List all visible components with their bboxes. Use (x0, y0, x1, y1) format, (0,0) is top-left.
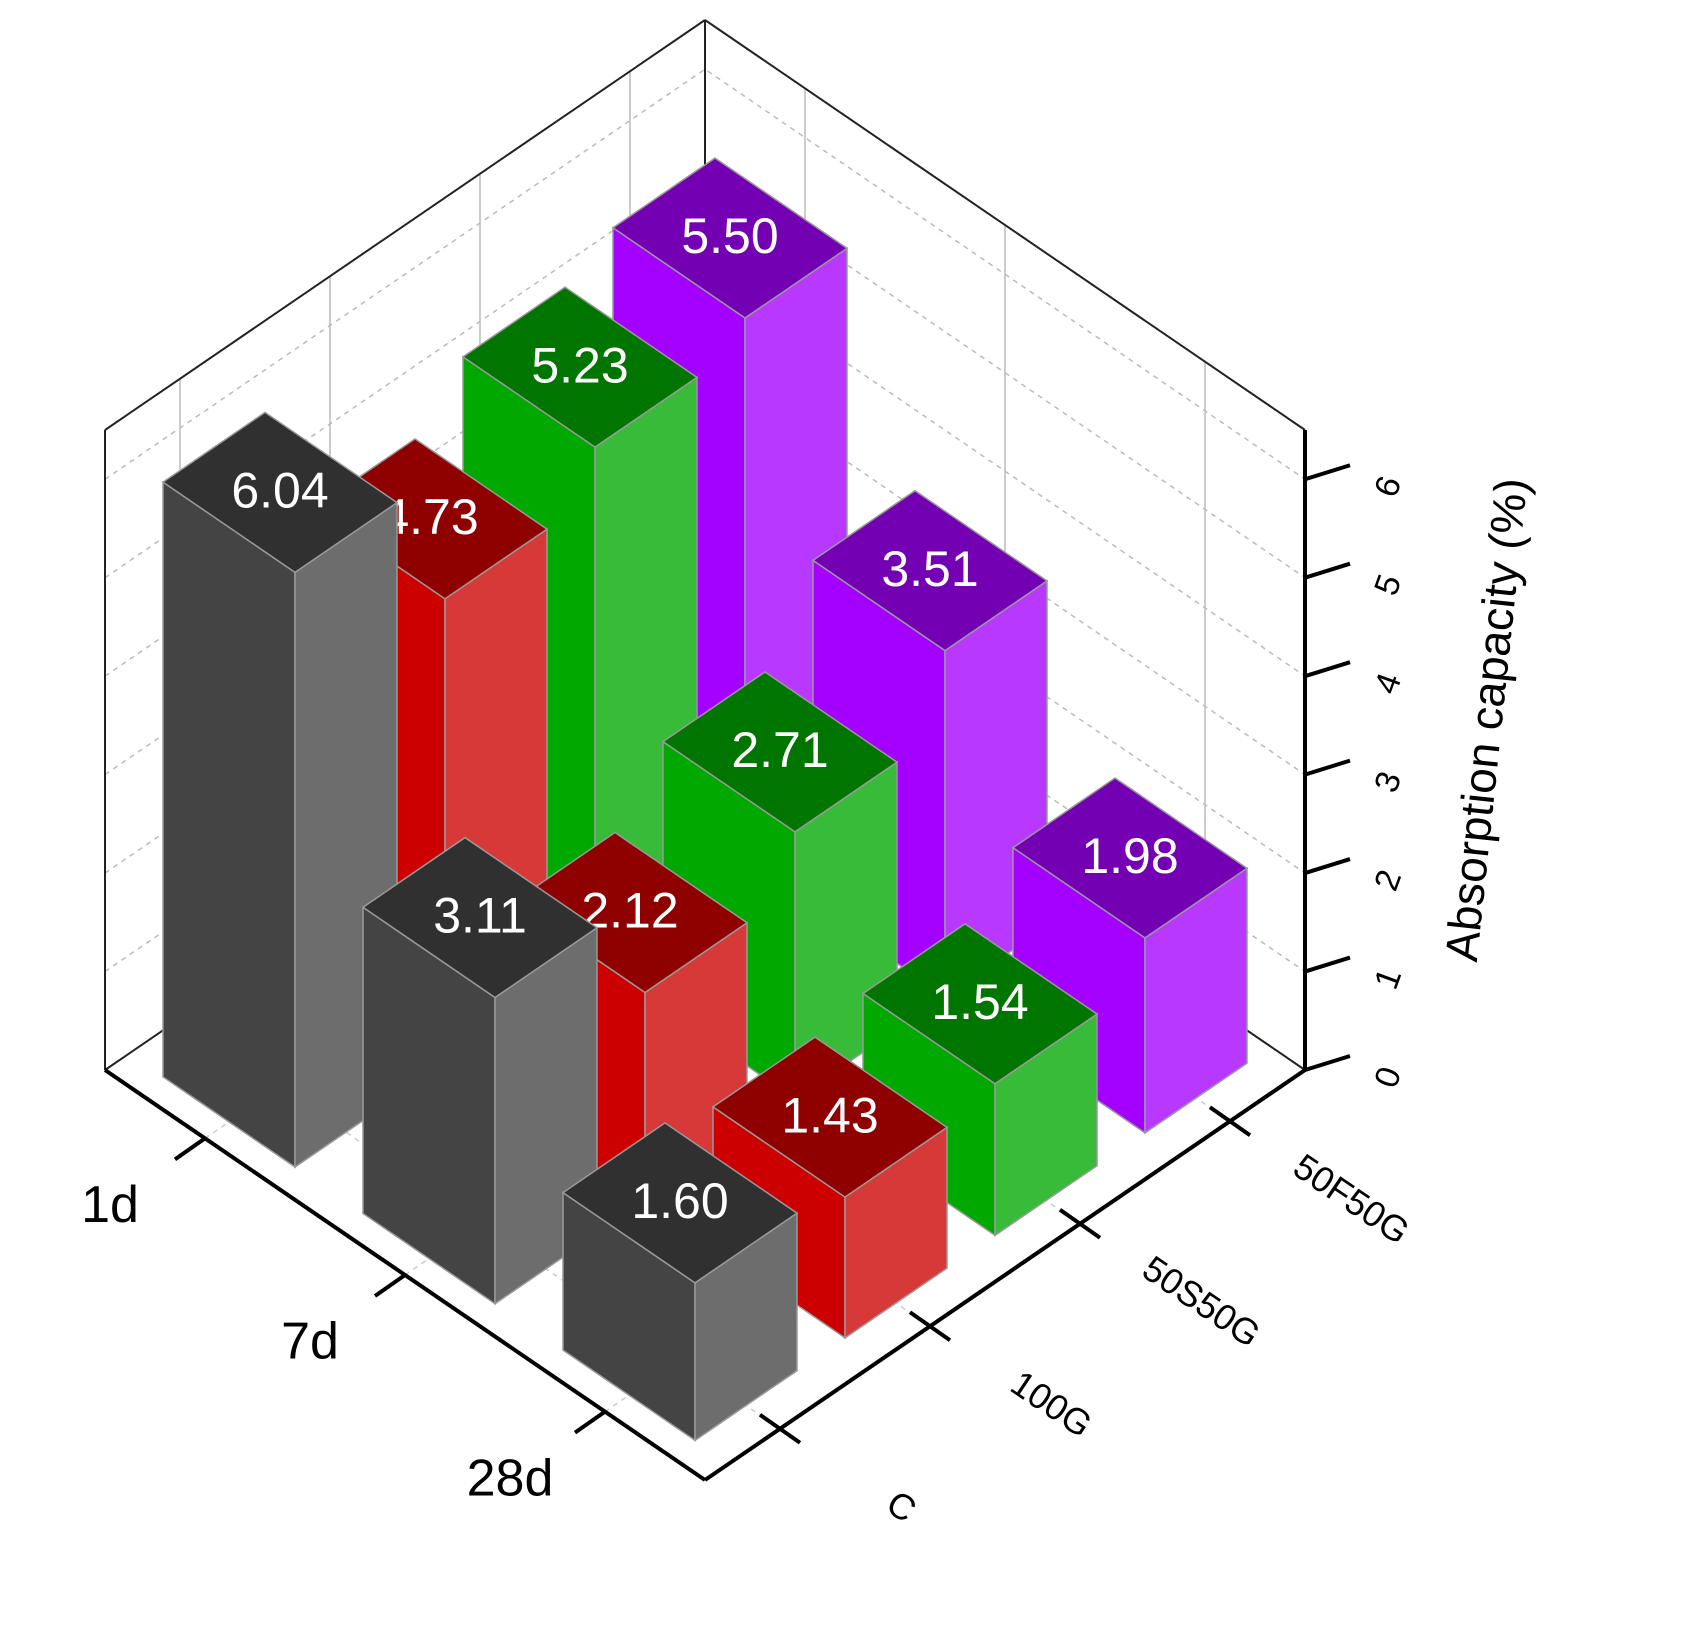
value-label: 5.50 (681, 208, 778, 264)
bar-top (161, 411, 399, 574)
bar-top (561, 1122, 799, 1284)
bar-top (661, 671, 899, 833)
value-label: 1.54 (931, 974, 1028, 1030)
bar-top (461, 286, 699, 448)
z-tick-label: 4 (1367, 668, 1409, 699)
z-tick-label: 6 (1367, 471, 1409, 502)
y-tick (908, 1310, 952, 1342)
y-tick-label: 100G (1004, 1362, 1100, 1445)
z-tick-label: 3 (1367, 767, 1409, 798)
z-tick (1304, 660, 1351, 679)
value-label: 1.60 (631, 1173, 728, 1229)
x-tick-label: 7d (281, 1313, 339, 1371)
value-label: 1.43 (781, 1087, 878, 1143)
value-label: 5.23 (531, 337, 628, 393)
y-tick (1208, 1105, 1252, 1137)
bar-top (861, 922, 1099, 1085)
bar-top (361, 836, 599, 999)
value-label: 1.98 (1081, 828, 1178, 884)
z-tick-label: 2 (1367, 865, 1409, 896)
grid-line (104, 68, 1306, 480)
value-label: 2.71 (731, 722, 828, 778)
z-tick-label: 1 (1367, 963, 1409, 994)
axis-line (703, 1068, 1307, 1482)
z-tick (1304, 857, 1351, 875)
value-label: 3.51 (881, 541, 978, 597)
z-tick (1304, 1054, 1351, 1072)
z-tick-label: 0 (1367, 1062, 1409, 1093)
z-tick-label: 5 (1367, 570, 1409, 601)
box-edge (704, 19, 1306, 431)
bar-left-face (162, 480, 296, 1169)
value-label: 3.11 (433, 888, 527, 944)
x-tick (173, 1136, 207, 1161)
z-tick (1304, 561, 1351, 580)
value-label: 6.04 (231, 463, 328, 519)
z-tick (1304, 463, 1351, 482)
bar-top (611, 157, 849, 319)
x-tick (573, 1410, 607, 1435)
z-tick (1304, 758, 1351, 777)
y-tick-label: 50S50G (1135, 1247, 1267, 1355)
box-edge (104, 19, 706, 431)
y-tick-label: 50F50G (1286, 1145, 1417, 1252)
y-tick (1058, 1208, 1102, 1240)
z-axis-title: Absorption capacity (%) (1435, 475, 1537, 964)
x-tick-label: 28d (467, 1449, 554, 1507)
bar-top (711, 1036, 949, 1198)
x-tick-label: 1d (81, 1176, 139, 1234)
bar-top (1011, 777, 1249, 939)
y-tick-label: C (879, 1482, 923, 1531)
x-tick (373, 1273, 407, 1298)
bar-top (811, 489, 1049, 652)
y-tick (758, 1413, 802, 1445)
z-tick (1304, 955, 1351, 974)
